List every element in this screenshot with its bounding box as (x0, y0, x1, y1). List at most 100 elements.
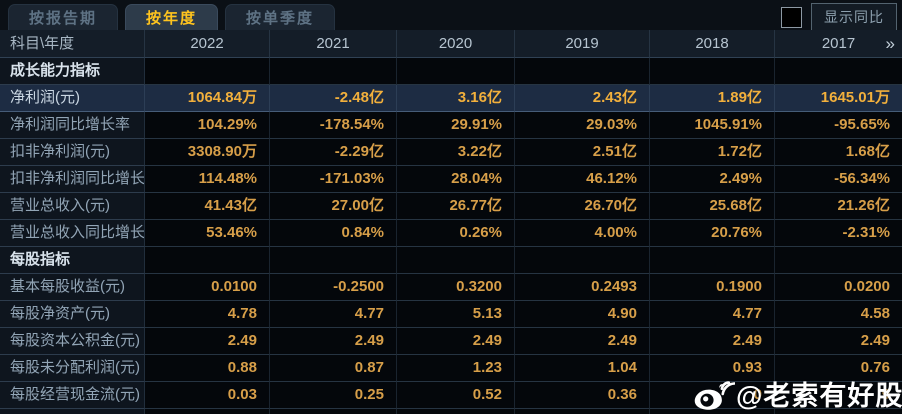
value-cell (397, 58, 515, 85)
value-cell: 2.43亿 (515, 85, 650, 112)
value-cell: 0.25 (270, 382, 397, 409)
value-cell (775, 409, 902, 414)
value-cell (515, 247, 650, 274)
row-label: 营业总收入同比增长率 (0, 220, 145, 247)
table-row[interactable]: 净利润同比增长率 104.29% -178.54% 29.91% 29.03% 1045.… (0, 112, 902, 139)
table-row[interactable]: 营业总收入(元) 41.43亿 27.00亿 26.77亿 26.70亿 25.68亿 21… (0, 193, 902, 220)
value-cell: 21.26亿 (775, 193, 902, 220)
header-row: 科目\年度 2022 2021 2020 2019 2018 2017» (0, 30, 902, 58)
more-years-icon[interactable]: » (885, 34, 895, 53)
value-cell: -178.54% (270, 112, 397, 139)
value-cell: -56.34% (775, 166, 902, 193)
value-cell: 28.04% (397, 166, 515, 193)
value-cell: 2.49 (775, 328, 902, 355)
value-cell: 2.49 (397, 328, 515, 355)
value-cell: 114.48% (145, 166, 270, 193)
year-column-header: 2020 (397, 30, 515, 58)
value-cell: 53.46% (145, 220, 270, 247)
value-cell: 1045.91% (650, 112, 775, 139)
row-label: 每股未分配利润(元) (0, 355, 145, 382)
table-row[interactable]: 净利润(元) 1064.84万 -2.48亿 3.16亿 2.43亿 1.89亿 1645.… (0, 85, 902, 112)
table-row[interactable]: 扣非净利润同比增长率114.48%-171.03%28.04%46.12%2.4… (0, 166, 902, 193)
table-row[interactable]: 每股净资产(元) 4.78 4.77 5.13 4.90 4.77 4.58 (0, 301, 902, 328)
value-cell: 4.77 (270, 301, 397, 328)
row-label: 营业总收入(元) (0, 193, 145, 220)
value-cell (270, 409, 397, 414)
value-cell: -0.2500 (270, 274, 397, 301)
value-cell: 29.03% (515, 112, 650, 139)
row-label: 净利润(元) (0, 85, 145, 112)
value-cell: 26.77亿 (397, 193, 515, 220)
value-cell: 1.89亿 (650, 85, 775, 112)
table-row[interactable]: 扣非净利润(元) 3308.90万 -2.29亿 3.22亿 2.51亿 1.72亿 1.6… (0, 139, 902, 166)
table-row-clipped (0, 409, 902, 414)
value-cell: 1.72亿 (650, 139, 775, 166)
value-cell: -2.48亿 (270, 85, 397, 112)
table-row[interactable]: 基本每股收益(元) 0.0100 -0.2500 0.3200 0.2493 0.1900… (0, 274, 902, 301)
value-cell: 0.26% (397, 220, 515, 247)
section-row[interactable]: 成长能力指标 (0, 58, 902, 85)
value-cell (650, 409, 775, 414)
tab-by-quarter[interactable]: 按单季度 (225, 4, 336, 30)
value-cell (775, 247, 902, 274)
row-label: 成长能力指标 (0, 58, 145, 85)
value-cell: 4.78 (145, 301, 270, 328)
value-cell: 104.29% (145, 112, 270, 139)
table-row[interactable]: 营业总收入同比增长率53.46%0.84%0.26%4.00%20.76%-2.… (0, 220, 902, 247)
value-cell: 4.77 (650, 301, 775, 328)
row-label: 扣非净利润同比增长率 (0, 166, 145, 193)
value-cell: 2.49 (650, 328, 775, 355)
value-cell: 2.49 (145, 328, 270, 355)
value-cell: 0.2493 (515, 274, 650, 301)
value-cell: -2.29亿 (270, 139, 397, 166)
value-cell: 1.23 (397, 355, 515, 382)
value-cell (775, 58, 902, 85)
show-yoy-label[interactable]: 显示同比 (811, 3, 897, 31)
value-cell: 0.52 (397, 382, 515, 409)
yoy-controls: 显示同比 (781, 3, 897, 31)
value-cell: -95.65% (775, 112, 902, 139)
value-cell (270, 247, 397, 274)
value-cell (515, 58, 650, 85)
value-cell: 4.58 (775, 301, 902, 328)
value-cell: 0.93 (650, 355, 775, 382)
year-column-header: 2022 (145, 30, 270, 58)
table-row[interactable]: 每股经营现金流(元) 0.03 0.25 0.52 0.36 0 9 (0, 382, 902, 409)
tab-by-year[interactable]: 按年度 (125, 4, 219, 30)
value-cell: 25.68亿 (650, 193, 775, 220)
year-column-header: 2018 (650, 30, 775, 58)
row-label: 扣非净利润(元) (0, 139, 145, 166)
value-cell (397, 247, 515, 274)
value-cell: -2.31% (775, 220, 902, 247)
value-cell: 0.76 (775, 355, 902, 382)
value-cell: 1645.01万 (775, 85, 902, 112)
table-row[interactable]: 每股未分配利润(元) 0.88 0.87 1.23 1.04 0.93 0.76 (0, 355, 902, 382)
value-cell: 27.00亿 (270, 193, 397, 220)
tab-by-report-period[interactable]: 按报告期 (8, 4, 119, 30)
value-cell: 0.3200 (397, 274, 515, 301)
value-cell: 41.43亿 (145, 193, 270, 220)
value-cell: 9 (775, 382, 902, 409)
value-cell: 2.51亿 (515, 139, 650, 166)
value-cell (650, 58, 775, 85)
value-cell: 3.22亿 (397, 139, 515, 166)
financial-table: 科目\年度 2022 2021 2020 2019 2018 2017» 成长能力指标 净利… (0, 30, 902, 414)
value-cell (650, 247, 775, 274)
row-label: 每股指标 (0, 247, 145, 274)
value-cell: 4.90 (515, 301, 650, 328)
value-cell (515, 409, 650, 414)
value-cell (145, 58, 270, 85)
value-cell: 20.76% (650, 220, 775, 247)
value-cell: 1.04 (515, 355, 650, 382)
show-yoy-checkbox[interactable] (781, 6, 802, 28)
row-label: 每股经营现金流(元) (0, 382, 145, 409)
row-label: 基本每股收益(元) (0, 274, 145, 301)
section-row[interactable]: 每股指标 (0, 247, 902, 274)
value-cell: 0.03 (145, 382, 270, 409)
value-cell: 0.84% (270, 220, 397, 247)
table-row[interactable]: 每股资本公积金(元) 2.49 2.49 2.49 2.49 2.49 2.49 (0, 328, 902, 355)
value-cell: 3308.90万 (145, 139, 270, 166)
row-label: 净利润同比增长率 (0, 112, 145, 139)
corner-header: 科目\年度 (0, 30, 145, 58)
